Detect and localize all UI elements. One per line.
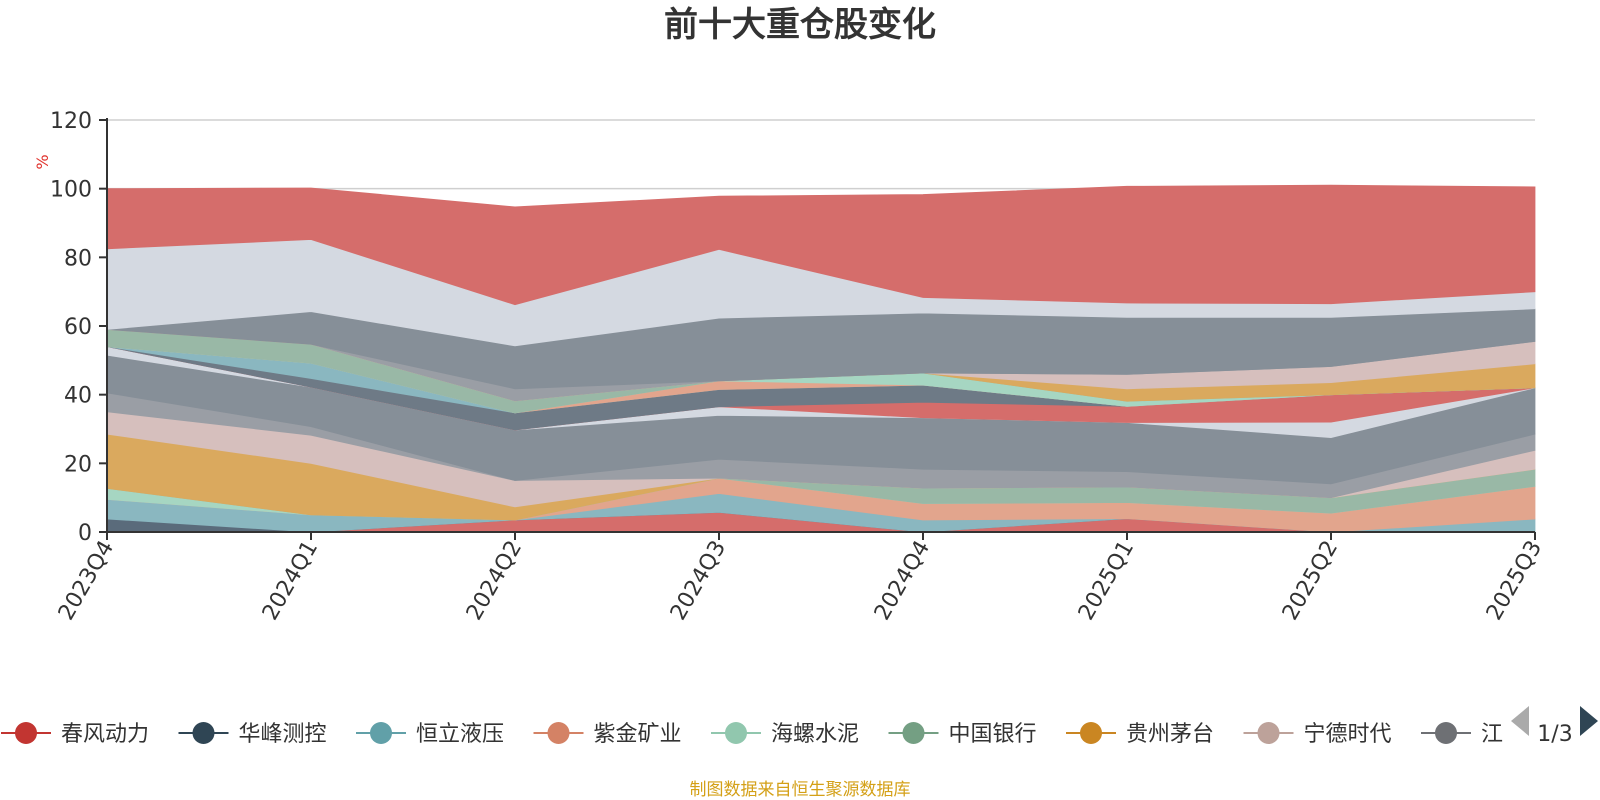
legend-circle-marker: [902, 722, 925, 744]
legend-label: 紫金矿业: [594, 722, 682, 747]
legend-label: 春风动力: [61, 722, 149, 747]
y-axis-ticks: 0 20 40 60 80 100 120: [50, 109, 107, 546]
y-tick-label: 80: [64, 246, 92, 271]
legend-circle-marker: [370, 722, 392, 744]
x-axis-ticks: 2023Q4 2024Q1 2024Q2 2024Q3 2024Q4 2025Q1 2025…: [54, 532, 1547, 625]
legend-circle-marker: [1435, 722, 1457, 744]
y-axis-unit: %: [33, 154, 52, 169]
legend-circle-marker: [547, 722, 570, 744]
legend-label: 恒立液压: [416, 722, 504, 747]
x-tick-label: 2024Q3: [666, 537, 731, 625]
triangle-left-icon[interactable]: [1511, 706, 1529, 736]
y-tick-label: 100: [50, 178, 92, 203]
plot-area: 0 20 40 60 80 100 120 2023Q4 2024Q1 2024Q2 2024Q3…: [33, 109, 1547, 625]
legend-label: 江: [1481, 722, 1503, 747]
area-series[interactable]: [106, 184, 1536, 533]
x-tick-label: 2025Q3: [1482, 537, 1547, 625]
legend-pager: 1/3: [1511, 706, 1598, 747]
triangle-right-icon[interactable]: [1580, 706, 1598, 736]
y-tick-label: 20: [64, 452, 92, 477]
legend-item[interactable]: 江: [1421, 722, 1503, 747]
legend-label: 贵州茅台: [1126, 722, 1214, 747]
x-tick-label: 2024Q2: [462, 537, 527, 625]
legend-circle-marker: [1257, 722, 1280, 744]
source-note: 制图数据来自恒生聚源数据库: [690, 780, 911, 800]
x-tick-label: 2023Q4: [54, 537, 119, 625]
x-tick-label: 2025Q1: [1074, 537, 1139, 625]
legend-circle-marker: [192, 722, 215, 744]
legend: 春风动力 华峰测控 恒立液压 紫金矿业 海螺水泥 中国银行 贵州茅台 宁德时代 江: [1, 722, 1503, 747]
area-series-23[interactable]: [106, 184, 1536, 306]
legend-page-indicator: 1/3: [1537, 722, 1572, 747]
y-tick-label: 60: [64, 315, 92, 340]
legend-item[interactable]: 春风动力: [1, 722, 149, 747]
chart-title: 前十大重仓股变化: [664, 5, 936, 45]
legend-label: 宁德时代: [1304, 722, 1392, 747]
y-tick-label: 0: [78, 521, 92, 546]
legend-item[interactable]: 恒立液压: [356, 722, 504, 747]
legend-circle-marker: [1080, 722, 1102, 744]
legend-label: 中国银行: [949, 722, 1037, 747]
legend-item[interactable]: 中国银行: [888, 722, 1037, 747]
x-tick-label: 2024Q4: [870, 537, 935, 625]
legend-circle-marker: [725, 722, 747, 744]
legend-label: 华峰测控: [239, 722, 327, 747]
legend-item[interactable]: 紫金矿业: [533, 722, 682, 747]
legend-label: 海螺水泥: [771, 722, 859, 747]
y-tick-label: 120: [50, 109, 92, 134]
legend-item[interactable]: 华峰测控: [178, 722, 327, 747]
legend-item[interactable]: 海螺水泥: [711, 722, 859, 747]
legend-item[interactable]: 贵州茅台: [1066, 722, 1214, 747]
legend-item[interactable]: 宁德时代: [1243, 722, 1392, 747]
legend-circle-marker: [15, 722, 37, 744]
y-tick-label: 40: [64, 384, 92, 409]
x-tick-label: 2024Q1: [258, 537, 323, 625]
x-tick-label: 2025Q2: [1278, 537, 1343, 625]
